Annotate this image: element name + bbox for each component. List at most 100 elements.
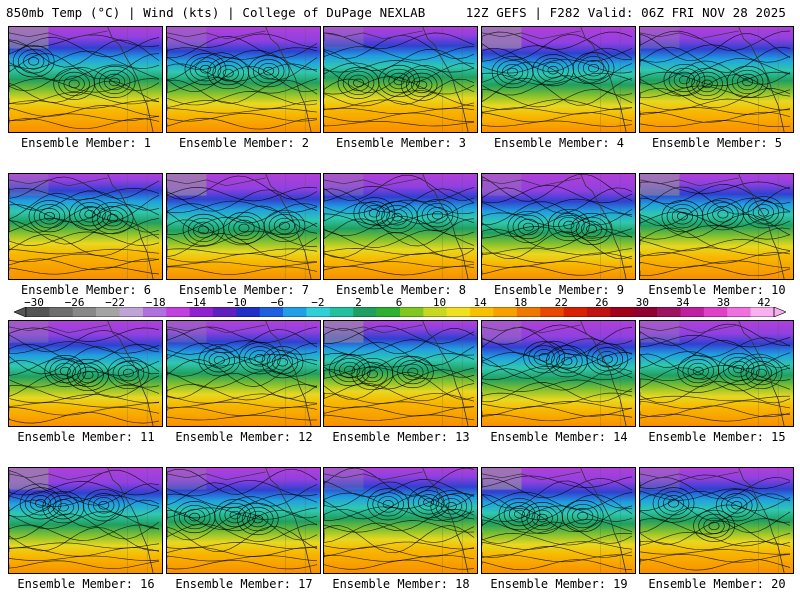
ensemble-member-label: Ensemble Member: 8 (335, 283, 467, 297)
ensemble-map-19 (481, 467, 636, 574)
ensemble-map-12 (166, 320, 321, 427)
colorbar-swatch (26, 307, 50, 317)
map-graphic (9, 174, 162, 279)
ensemble-map-7 (166, 173, 321, 280)
colorbar-swatch (189, 307, 214, 317)
ensemble-member-label: Ensemble Member: 1 (20, 136, 152, 150)
colorbar-tick-label: −14 (186, 296, 207, 309)
ensemble-map-1 (8, 26, 163, 133)
map-graphic (167, 321, 320, 426)
ensemble-map-14 (481, 320, 636, 427)
colorbar-tick-label: −22 (105, 296, 126, 309)
colorbar-tick-label: 38 (716, 296, 731, 309)
colorbar-swatch (633, 307, 658, 317)
run-info: 12Z GEFS | F282 Valid: 06Z FRI NOV 28 20… (465, 5, 786, 20)
colorbar-graphic (14, 307, 786, 317)
ensemble-member-label: Ensemble Member: 13 (332, 430, 470, 444)
colorbar-tick-label: 30 (635, 296, 649, 309)
colorbar-swatch (376, 307, 401, 317)
map-graphic (482, 27, 635, 132)
colorbar-tick-label: −6 (270, 296, 284, 309)
ensemble-map-5 (639, 26, 794, 133)
map-graphic (482, 468, 635, 573)
ensemble-member-label: Ensemble Member: 6 (20, 283, 152, 297)
ensemble-map-11 (8, 320, 163, 427)
colorbar-right-arrow (773, 307, 786, 317)
ensemble-member-label: Ensemble Member: 5 (651, 136, 783, 150)
colorbar-swatch (493, 307, 518, 317)
map-graphic (324, 174, 477, 279)
map-graphic (640, 27, 793, 132)
map-graphic (324, 321, 477, 426)
colorbar (14, 307, 786, 317)
figure-title: 850mb Temp (°C) | Wind (kts) | College o… (6, 5, 426, 20)
ensemble-map-17 (166, 467, 321, 574)
ensemble-member-label: Ensemble Member: 7 (178, 283, 310, 297)
ensemble-map-20 (639, 467, 794, 574)
colorbar-tick-label: 18 (514, 296, 528, 309)
map-graphic (640, 174, 793, 279)
colorbar-swatch (236, 307, 261, 317)
ensemble-map-4 (481, 26, 636, 133)
ensemble-map-2 (166, 26, 321, 133)
map-graphic (640, 321, 793, 426)
colorbar-tick-label: −18 (145, 296, 166, 309)
map-graphic (482, 174, 635, 279)
ensemble-member-label: Ensemble Member: 16 (17, 577, 155, 591)
ensemble-member-label: Ensemble Member: 11 (17, 430, 155, 444)
ensemble-map-16 (8, 467, 163, 574)
ensemble-map-13 (323, 320, 478, 427)
colorbar-tick-label: −10 (226, 296, 247, 309)
colorbar-swatch (213, 307, 237, 317)
colorbar-swatch (516, 307, 541, 317)
colorbar-swatch (166, 307, 190, 317)
ensemble-member-label: Ensemble Member: 4 (493, 136, 625, 150)
colorbar-tick-label: 26 (595, 296, 609, 309)
ensemble-map-10 (639, 173, 794, 280)
colorbar-swatch (96, 307, 120, 317)
ensemble-member-label: Ensemble Member: 14 (490, 430, 628, 444)
ensemble-member-label: Ensemble Member: 9 (493, 283, 625, 297)
ensemble-member-label: Ensemble Member: 19 (490, 577, 628, 591)
ensemble-map-15 (639, 320, 794, 427)
ensemble-member-label: Ensemble Member: 12 (175, 430, 313, 444)
colorbar-swatch (306, 307, 331, 317)
ensemble-member-label: Ensemble Member: 3 (335, 136, 467, 150)
ensemble-member-label: Ensemble Member: 10 (648, 283, 786, 297)
map-graphic (9, 468, 162, 573)
colorbar-swatch (259, 307, 284, 317)
map-graphic (9, 27, 162, 132)
colorbar-tick-label: −30 (24, 296, 44, 309)
map-graphic (640, 468, 793, 573)
ensemble-map-6 (8, 173, 163, 280)
colorbar-swatch (400, 307, 424, 317)
colorbar-tick-label: −2 (311, 296, 325, 309)
colorbar-swatch (587, 307, 611, 317)
colorbar-swatch (446, 307, 471, 317)
colorbar-swatch (423, 307, 448, 317)
map-graphic (324, 27, 477, 132)
colorbar-swatch (540, 307, 564, 317)
colorbar-tick-label: 42 (757, 296, 771, 309)
ensemble-member-label: Ensemble Member: 15 (648, 430, 786, 444)
colorbar-swatch (703, 307, 728, 317)
colorbar-swatch (72, 307, 97, 317)
map-graphic (167, 174, 320, 279)
map-graphic (167, 27, 320, 132)
colorbar-swatch (119, 307, 144, 317)
ensemble-member-label: Ensemble Member: 18 (332, 577, 470, 591)
colorbar-swatch (610, 307, 635, 317)
map-graphic (9, 321, 162, 426)
colorbar-swatch (750, 307, 775, 317)
map-graphic (167, 468, 320, 573)
colorbar-tick-label: 22 (554, 296, 568, 309)
ensemble-map-8 (323, 173, 478, 280)
ensemble-member-label: Ensemble Member: 17 (175, 577, 313, 591)
map-graphic (482, 321, 635, 426)
colorbar-swatch (283, 307, 307, 317)
colorbar-tick-label: 2 (355, 296, 362, 309)
colorbar-swatch (657, 307, 681, 317)
colorbar-swatch (470, 307, 494, 317)
colorbar-swatch (353, 307, 377, 317)
colorbar-swatch (563, 307, 588, 317)
